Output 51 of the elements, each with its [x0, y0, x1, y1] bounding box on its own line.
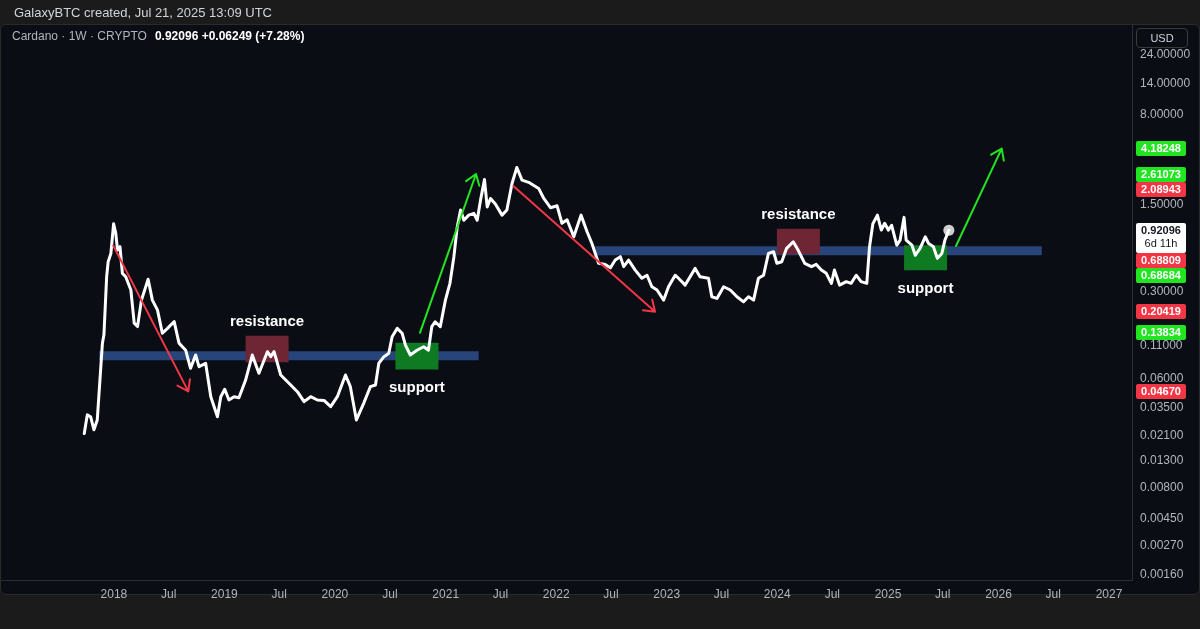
x-tick-label: Jul: [382, 587, 398, 601]
annotation: resistance: [229, 311, 305, 329]
y-tick-label: 0.13834: [1136, 326, 1186, 340]
chart-title: Cardano · 1W · CRYPTO: [12, 29, 147, 43]
y-tick-label: 0.02100: [1140, 427, 1184, 442]
y-tick-label: 2.61073: [1136, 167, 1186, 181]
y-tick-label: 0.30000: [1140, 283, 1184, 298]
y-tick-label: 0.00800: [1140, 479, 1184, 494]
x-tick-label: 2026: [985, 587, 1013, 601]
x-tick-label: 2019: [211, 587, 239, 601]
x-tick-label: 2025: [874, 587, 902, 601]
annotation: support: [897, 278, 954, 296]
y-tick-label: 0.11000: [1140, 338, 1183, 353]
y-tick-label: 1.50000: [1140, 196, 1184, 211]
y-tick-label: 0.20419: [1136, 305, 1186, 319]
text: 6d 11h: [1143, 236, 1179, 250]
y-tick-label: 8.00000: [1140, 106, 1184, 121]
y-tick-label: 2.08943: [1136, 182, 1186, 196]
x-tick-label: 2021: [432, 587, 460, 601]
text: GalaxyBTC created, Jul 21, 2025 13:09 UTC: [14, 5, 272, 20]
chart-subtitle: 0.92096 +0.06249 (+7.28%): [154, 29, 305, 43]
currency-button: USD: [1136, 28, 1188, 48]
annotation: resistance: [761, 204, 836, 222]
x-tick-label: 2022: [542, 587, 570, 601]
y-tick-label: 0.01300: [1140, 453, 1184, 468]
x-tick-label: Jul: [492, 587, 509, 601]
x-tick-label: 2023: [653, 587, 681, 601]
y-tick-label: 14.00000: [1140, 76, 1191, 91]
y-tick-label: 0.00270: [1140, 538, 1184, 553]
x-tick-label: 2018: [100, 587, 128, 601]
x-tick-label: 2020: [321, 587, 349, 601]
y-tick-label: 0.00450: [1140, 510, 1184, 525]
y-tick-label: 0.00160: [1140, 566, 1184, 581]
y-tick-label: 0.06000: [1140, 370, 1184, 385]
x-tick-label: Jul: [713, 587, 730, 601]
text: 0.68684: [1136, 268, 1186, 282]
x-tick-label: Jul: [271, 587, 287, 601]
x-tick-label: 2024: [763, 587, 791, 601]
y-tick-label: 24.00000: [1140, 47, 1191, 62]
annotation: support: [389, 377, 445, 395]
y-tick-label: 0.92096: [1140, 223, 1182, 237]
x-tick-label: Jul: [161, 587, 177, 601]
x-tick-label: 2027: [1095, 587, 1123, 601]
y-tick-label: 0.03500: [1140, 399, 1184, 414]
text: 0.68809: [1136, 253, 1186, 267]
x-tick-label: Jul: [603, 587, 619, 601]
y-tick-label: 0.04670: [1136, 384, 1186, 398]
x-tick-label: Jul: [824, 587, 840, 601]
y-tick-label: 4.18248: [1136, 142, 1186, 156]
x-tick-label: Jul: [1045, 587, 1061, 601]
x-tick-label: Jul: [935, 587, 951, 601]
